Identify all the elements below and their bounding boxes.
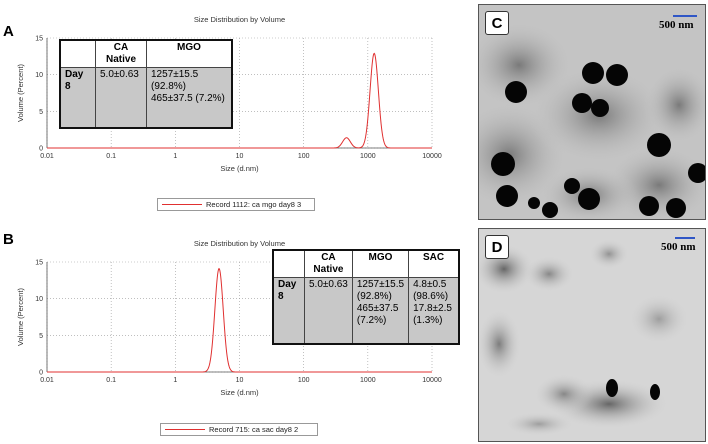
- y-tick-label: 10: [35, 296, 43, 303]
- x-tick-label: 100: [298, 153, 310, 160]
- x-tick-label: 10: [236, 377, 244, 384]
- y-tick-label: 10: [35, 72, 43, 79]
- scale-bar-d: [675, 237, 695, 239]
- legend-b-swatch: [165, 429, 205, 430]
- x-tick-label: 10000: [422, 153, 442, 160]
- table-a: CA Native MGO Day 8 5.0±0.63 1257±15.5 (…: [59, 39, 233, 129]
- x-tick-label: 0.01: [40, 153, 54, 160]
- table-a-col-mgo: MGO: [146, 39, 233, 68]
- scale-label-d: 500 nm: [661, 241, 696, 253]
- micrograph-d: D 500 nm: [478, 228, 706, 442]
- micrograph-c: C 500 nm: [478, 4, 706, 220]
- x-tick-label: 10000: [422, 377, 442, 384]
- table-b-mgo-value: 1257±15.5 (92.8%) 465±37.5 (7.2%): [351, 277, 410, 344]
- y-tick-label: 15: [35, 260, 43, 267]
- y-tick-label: 5: [39, 109, 43, 116]
- table-b-header-row: CA Native MGO SAC: [272, 249, 460, 278]
- x-tick-label: 100: [298, 377, 310, 384]
- scale-label-c: 500 nm: [659, 19, 694, 31]
- x-tick-label: 0.01: [40, 377, 54, 384]
- chart-title: Size Distribution by Volume: [194, 15, 285, 24]
- x-axis-label: Size (d.nm): [220, 388, 259, 397]
- micrograph-c-image: [479, 5, 705, 219]
- x-tick-label: 1: [173, 377, 177, 384]
- series-line-1-0: [47, 267, 432, 373]
- scale-bar-c: [673, 15, 697, 17]
- y-axis-label: Volume (Percent): [16, 288, 25, 346]
- x-axis-label: Size (d.nm): [220, 164, 259, 173]
- nanoparticles-d: [606, 379, 660, 400]
- x-tick-label: 10: [236, 153, 244, 160]
- x-tick-label: 1000: [360, 377, 376, 384]
- y-tick-label: 5: [39, 333, 43, 340]
- nanoparticles-c: [491, 62, 705, 218]
- panel-label-a: A: [3, 23, 14, 40]
- legend-a-swatch: [162, 204, 202, 205]
- table-a-header-row: CA Native MGO: [59, 39, 233, 68]
- table-b: CA Native MGO SAC Day 8 5.0±0.63 1257±15…: [272, 249, 460, 345]
- x-tick-label: 1: [173, 153, 177, 160]
- table-a-row: Day 8 5.0±0.63 1257±15.5 (92.8%) 465±37.…: [59, 67, 233, 128]
- micrograph-d-image: [479, 229, 705, 441]
- legend-b: Record 715: ca sac day8 2: [160, 423, 318, 436]
- panel-label-b: B: [3, 231, 14, 248]
- table-a-corner: [59, 39, 96, 68]
- table-a-ca-value: 5.0±0.63: [95, 67, 147, 128]
- table-a-day: Day 8: [59, 67, 96, 128]
- micrograph-d-label: D: [485, 235, 509, 259]
- legend-a: Record 1112: ca mgo day8 3: [157, 198, 315, 211]
- y-tick-label: 0: [39, 146, 43, 153]
- table-b-col-sac: SAC: [408, 249, 460, 278]
- y-axis-label: Volume (Percent): [16, 64, 25, 122]
- micrograph-c-label: C: [485, 11, 509, 35]
- table-b-sac-value: 4.8±0.5 (98.6%) 17.8±2.5 (1.3%): [408, 277, 460, 344]
- table-b-corner: [272, 249, 305, 278]
- legend-b-label: Record 715: ca sac day8 2: [209, 425, 299, 434]
- table-b-day: Day 8: [272, 277, 305, 344]
- table-b-col-mgo: MGO: [351, 249, 410, 278]
- table-a-mgo-value: 1257±15.5 (92.8%) 465±37.5 (7.2%): [146, 67, 233, 128]
- x-tick-label: 0.1: [106, 377, 116, 384]
- table-b-row: Day 8 5.0±0.63 1257±15.5 (92.8%) 465±37.…: [272, 277, 460, 344]
- chart-title: Size Distribution by Volume: [194, 239, 285, 248]
- y-tick-label: 0: [39, 370, 43, 377]
- legend-a-label: Record 1112: ca mgo day8 3: [206, 200, 302, 209]
- x-tick-label: 0.1: [106, 153, 116, 160]
- x-tick-label: 1000: [360, 153, 376, 160]
- table-b-col-ca: CA Native: [304, 249, 353, 278]
- table-a-col-ca: CA Native: [95, 39, 147, 68]
- y-tick-label: 15: [35, 36, 43, 43]
- series-line-0-0: [47, 52, 432, 149]
- table-b-ca-value: 5.0±0.63: [304, 277, 353, 344]
